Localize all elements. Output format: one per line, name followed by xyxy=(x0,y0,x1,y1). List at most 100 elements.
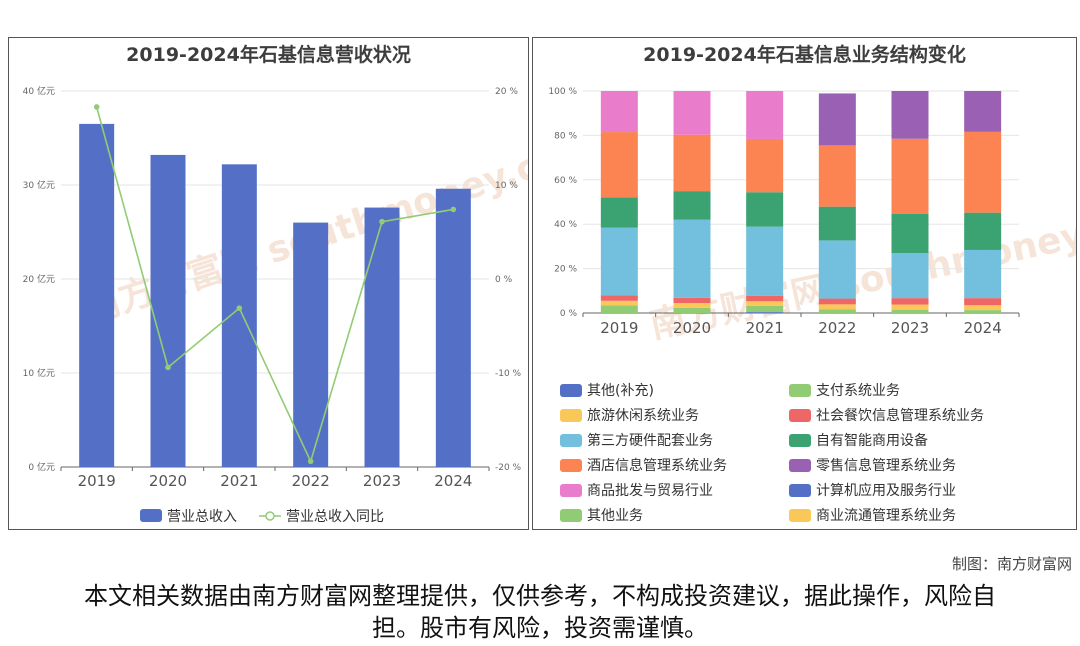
legend-marker-yoy xyxy=(265,511,275,521)
y-right-tick-label: -20 % xyxy=(495,463,522,473)
legend-label: 商业流通管理系统业务 xyxy=(816,508,956,524)
legend-swatch xyxy=(560,384,582,397)
revenue-bar xyxy=(364,207,400,467)
revenue-chart-title: 2019-2024年石基信息营收状况 xyxy=(126,44,411,66)
legend-swatch xyxy=(789,384,811,397)
y-right-tick-label: 0 % xyxy=(495,275,513,285)
stacked-segment xyxy=(746,226,784,296)
stacked-segment xyxy=(600,197,638,228)
y-right-tick-label: 10 % xyxy=(495,181,518,191)
yoy-point xyxy=(165,364,171,371)
stacked-segment xyxy=(673,134,711,192)
y-left-tick-label: 30 亿元 xyxy=(23,179,55,191)
yoy-point xyxy=(93,104,100,110)
yoy-point xyxy=(379,218,385,225)
stacked-segment xyxy=(600,300,638,306)
revenue-bar xyxy=(221,164,257,467)
stacked-segment xyxy=(818,304,856,310)
stacked-segment xyxy=(746,295,784,302)
x-tick-label: 2021 xyxy=(220,472,258,490)
stacked-segment xyxy=(673,191,711,220)
x-tick-label: 2020 xyxy=(149,472,187,490)
stacked-segment xyxy=(746,301,784,306)
legend-swatch xyxy=(789,484,811,497)
revenue-bar xyxy=(79,123,115,468)
stacked-segment xyxy=(673,219,711,298)
stacked-segment xyxy=(818,309,856,313)
x-tick-label: 2023 xyxy=(363,472,401,490)
structure-chart-panel: 2019-2024年石基信息业务结构变化 南方财富网 southmoney.co… xyxy=(532,37,1077,530)
legend-label: 其他业务 xyxy=(587,508,643,524)
legend-swatch xyxy=(560,434,582,447)
y-tick-label: 80 % xyxy=(554,131,577,141)
x-tick-label: 2020 xyxy=(673,319,711,337)
x-tick-label: 2021 xyxy=(746,319,784,337)
stacked-segment xyxy=(891,91,929,139)
stacked-segment xyxy=(964,131,1002,213)
y-tick-label: 20 % xyxy=(554,265,577,275)
y-left-tick-label: 20 亿元 xyxy=(23,273,55,285)
y-tick-label: 40 % xyxy=(554,220,577,230)
legend-swatch xyxy=(560,409,582,422)
y-tick-label: 0 % xyxy=(560,309,578,319)
legend-label: 自有智能商用设备 xyxy=(816,432,928,449)
x-tick-label: 2024 xyxy=(434,472,472,490)
stacked-segment xyxy=(964,212,1002,250)
revenue-bar xyxy=(435,188,471,467)
stacked-segment xyxy=(600,295,638,301)
yoy-point xyxy=(307,458,314,465)
stacked-segment xyxy=(673,91,711,135)
chart-credit: 制图：南方财富网 xyxy=(951,555,1072,573)
stacked-segment xyxy=(818,145,856,207)
legend-swatch xyxy=(560,484,582,497)
structure-chart-title: 2019-2024年石基信息业务结构变化 xyxy=(643,44,966,66)
stacked-segment xyxy=(891,304,929,310)
disclaimer-text: 本文相关数据由南方财富网整理提供，仅供参考，不构成投资建议，据此操作，风险自担。… xyxy=(84,582,996,642)
legend-swatch xyxy=(789,409,811,422)
stacked-segment xyxy=(673,297,711,304)
stacked-segment xyxy=(600,132,638,198)
legend-swatch xyxy=(789,459,811,472)
stacked-segment xyxy=(964,91,1002,132)
stacked-segment xyxy=(891,309,929,313)
y-left-tick-label: 0 亿元 xyxy=(28,461,55,473)
stacked-segment xyxy=(600,305,638,313)
stacked-segment xyxy=(746,305,784,313)
revenue-bar xyxy=(293,222,329,467)
x-tick-label: 2023 xyxy=(891,319,929,337)
stacked-segment xyxy=(600,91,638,133)
legend-label: 计算机应用及服务行业 xyxy=(816,482,956,499)
y-left-tick-label: 10 亿元 xyxy=(23,367,55,379)
stacked-segment xyxy=(891,213,929,254)
stacked-segment xyxy=(964,310,1002,313)
yoy-point xyxy=(450,206,457,213)
yoy-line xyxy=(95,106,454,464)
legend-swatch-revenue xyxy=(140,509,162,522)
legend-swatch xyxy=(789,509,811,522)
stacked-segment xyxy=(746,312,784,313)
stacked-segment xyxy=(746,138,784,193)
yoy-point xyxy=(236,305,243,311)
legend-swatch xyxy=(789,434,811,447)
x-tick-label: 2022 xyxy=(818,319,856,337)
stacked-segment xyxy=(818,240,856,299)
y-right-tick-label: 20 % xyxy=(495,87,518,97)
stacked-segment xyxy=(891,253,929,299)
stacked-segment xyxy=(964,249,1002,299)
stacked-segment xyxy=(818,298,856,305)
legend-label: 支付系统业务 xyxy=(816,383,900,399)
legend-label: 社会餐饮信息管理系统业务 xyxy=(816,407,984,424)
stacked-segment xyxy=(891,298,929,305)
stacked-segment xyxy=(746,91,784,139)
legend-label-yoy: 营业总收入同比 xyxy=(286,509,384,525)
stacked-segment xyxy=(746,192,784,227)
x-tick-label: 2019 xyxy=(78,472,116,490)
legend-label: 商品批发与贸易行业 xyxy=(587,483,713,499)
x-tick-label: 2022 xyxy=(292,472,330,490)
y-tick-label: 100 % xyxy=(548,87,577,97)
legend-label: 酒店信息管理系统业务 xyxy=(587,457,727,474)
stacked-segment xyxy=(673,307,711,313)
revenue-bar xyxy=(150,154,186,468)
